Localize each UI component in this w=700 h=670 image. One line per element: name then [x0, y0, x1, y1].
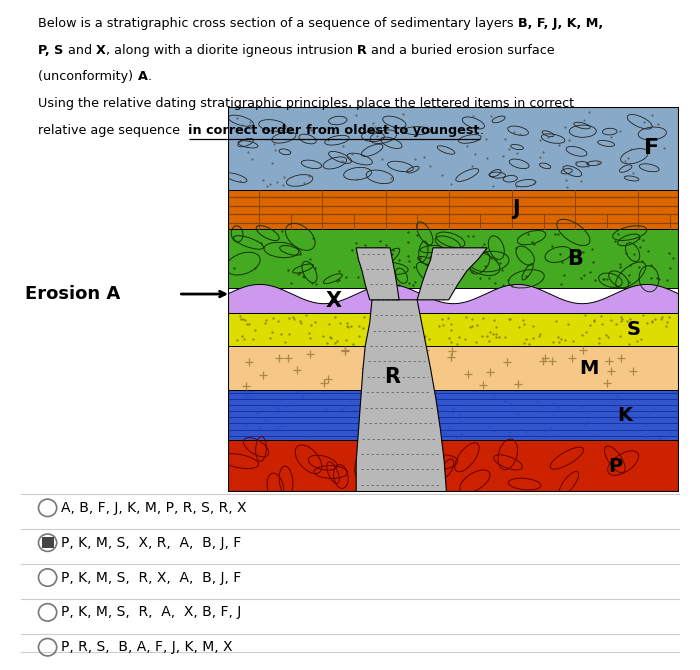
- Text: .: .: [480, 124, 484, 137]
- Text: (unconformity): (unconformity): [38, 70, 137, 83]
- Text: Using the relative dating stratigraphic principles, place the lettered items in : Using the relative dating stratigraphic …: [38, 97, 575, 110]
- Text: X: X: [96, 44, 106, 56]
- Polygon shape: [417, 248, 487, 300]
- Text: B: B: [567, 249, 583, 269]
- Bar: [228, 346, 679, 391]
- Text: P, K, M, S,  R,  A,  X, B, F, J: P, K, M, S, R, A, X, B, F, J: [62, 606, 242, 619]
- Text: Below is a stratigraphic cross section of a sequence of sedimentary layers: Below is a stratigraphic cross section o…: [38, 17, 518, 29]
- Text: F: F: [644, 139, 659, 158]
- Text: X: X: [326, 291, 342, 311]
- Bar: [228, 107, 679, 190]
- Polygon shape: [356, 300, 447, 492]
- Bar: [228, 228, 679, 288]
- Text: , along with a diorite igneous intrusion: , along with a diorite igneous intrusion: [106, 44, 357, 56]
- Text: .: .: [148, 70, 151, 83]
- Text: A, B, F, J, K, M, P, R, S, R, X: A, B, F, J, K, M, P, R, S, R, X: [62, 501, 246, 515]
- Text: and: and: [64, 44, 96, 56]
- Text: P, R, S,  B, A, F, J, K, M, X: P, R, S, B, A, F, J, K, M, X: [62, 641, 232, 654]
- Text: in correct order: in correct order: [188, 124, 306, 137]
- Text: S: S: [627, 320, 641, 340]
- Text: B, F, J, K, M,: B, F, J, K, M,: [518, 17, 603, 29]
- Polygon shape: [356, 248, 399, 300]
- Text: R: R: [384, 367, 400, 387]
- Text: and a buried erosion surface: and a buried erosion surface: [367, 44, 554, 56]
- Bar: [228, 190, 679, 228]
- Text: A: A: [137, 70, 148, 83]
- Bar: [228, 440, 679, 492]
- Text: relative age sequence: relative age sequence: [38, 124, 188, 137]
- Text: P: P: [609, 457, 623, 476]
- Text: K: K: [617, 406, 632, 425]
- Text: P, K, M, S,  R, X,  A,  B, J, F: P, K, M, S, R, X, A, B, J, F: [62, 571, 242, 584]
- Text: Erosion A: Erosion A: [25, 285, 120, 303]
- Text: P, S: P, S: [38, 44, 64, 56]
- Text: P, K, M, S,  X, R,  A,  B, J, F: P, K, M, S, X, R, A, B, J, F: [62, 536, 242, 549]
- Polygon shape: [228, 285, 679, 314]
- Text: J: J: [512, 199, 520, 219]
- Text: M: M: [579, 359, 598, 378]
- Bar: [228, 314, 679, 346]
- Text: R: R: [357, 44, 367, 56]
- Bar: [228, 391, 679, 440]
- Text: from oldest to youngest: from oldest to youngest: [306, 124, 480, 137]
